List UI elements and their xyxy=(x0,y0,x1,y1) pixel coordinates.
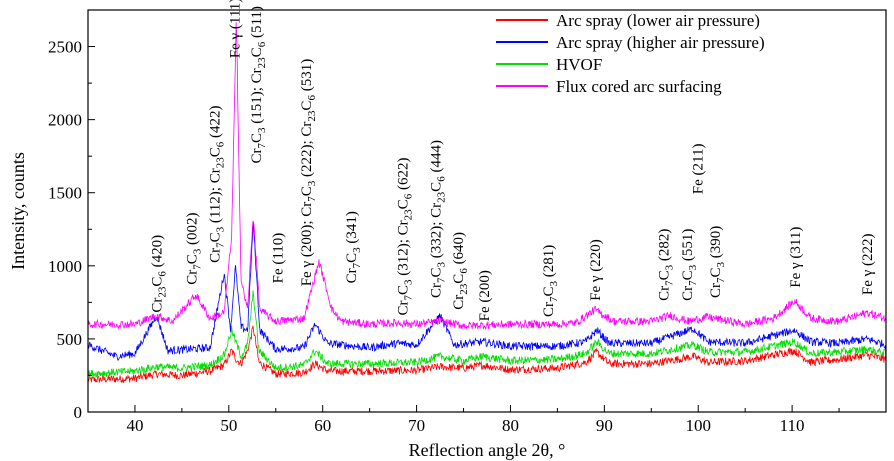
peak-label: Fe γ (222) xyxy=(860,233,876,295)
axes: 40 50 60 70 80 90 100 110 0 500 1000 1500 2000 2500 xyxy=(48,9,887,435)
legend-label: Arc spray (lower air pressure) xyxy=(556,11,760,30)
x-tick-label: 80 xyxy=(502,416,519,435)
series-arc-spray-lower xyxy=(87,325,886,383)
peak-label: Cr23C6 (420) xyxy=(150,235,169,313)
peak-label: Fe (200) xyxy=(477,270,493,321)
peak-label: Cr23C6 (640) xyxy=(451,232,470,310)
legend-label: Flux cored arc surfacing xyxy=(556,77,722,96)
series-flux-cored xyxy=(87,22,886,331)
y-tick-label: 500 xyxy=(57,330,83,349)
x-tick-label: 70 xyxy=(408,416,425,435)
y-axis-title: Intensity, counts xyxy=(8,152,28,270)
peak-label: Cr7C3 (281) xyxy=(541,245,560,317)
x-tick-label: 40 xyxy=(126,416,143,435)
y-tick-label: 1000 xyxy=(48,257,82,276)
plot-frame xyxy=(87,9,887,413)
peak-label: Cr7C3 (282) xyxy=(657,229,676,301)
peak-label: Cr7C3 (332); Cr23C6 (444) xyxy=(428,140,447,298)
peak-annotations: Cr23C6 (420) Cr7C3 (002) Cr7C3 (112); Cr23… xyxy=(150,0,877,321)
peak-label: Cr7C3 (151); Cr23C6 (511) xyxy=(249,6,268,163)
y-tick-label: 0 xyxy=(74,403,83,422)
x-tick-label: 50 xyxy=(220,416,237,435)
x-axis-title: Reflection angle 2θ, ° xyxy=(409,440,566,460)
x-tick-label: 100 xyxy=(685,416,711,435)
legend-label: Arc spray (higher air pressure) xyxy=(556,33,765,52)
series-hvof xyxy=(87,290,886,378)
legend-label: HVOF xyxy=(556,55,602,74)
peak-label: Cr7C3 (002) xyxy=(184,213,203,285)
x-tick-label: 110 xyxy=(780,416,805,435)
peak-label: Cr7C3 (312); Cr23C6 (622) xyxy=(396,158,415,316)
peak-label: Cr7C3 (390) xyxy=(708,226,727,298)
peak-label: Cr7C3 (551) xyxy=(680,229,699,301)
y-tick-label: 2000 xyxy=(48,111,82,130)
y-tick-label: 2500 xyxy=(48,38,82,57)
peak-label: Fe (110) xyxy=(271,233,287,284)
x-tick-label: 60 xyxy=(314,416,331,435)
y-tick-label: 1500 xyxy=(48,184,82,203)
series-layer xyxy=(87,22,886,383)
peak-label: Cr7C3 (341) xyxy=(344,211,363,283)
peak-label: Fe γ (220) xyxy=(588,239,604,301)
legend: Arc spray (lower air pressure) Arc spray … xyxy=(496,11,765,96)
peak-label: Fe (211) xyxy=(690,144,706,195)
peak-label: Fe γ (311) xyxy=(788,227,804,288)
x-tick-label: 90 xyxy=(596,416,613,435)
peak-label: Fe γ (111) xyxy=(228,0,244,58)
peak-label: Cr7C3 (112); Cr23C6 (422) xyxy=(208,106,227,263)
peak-label: Fe γ (200); Cr7C3 (222); Cr23C6 (531) xyxy=(299,59,318,287)
series-arc-spray-higher xyxy=(87,221,886,361)
